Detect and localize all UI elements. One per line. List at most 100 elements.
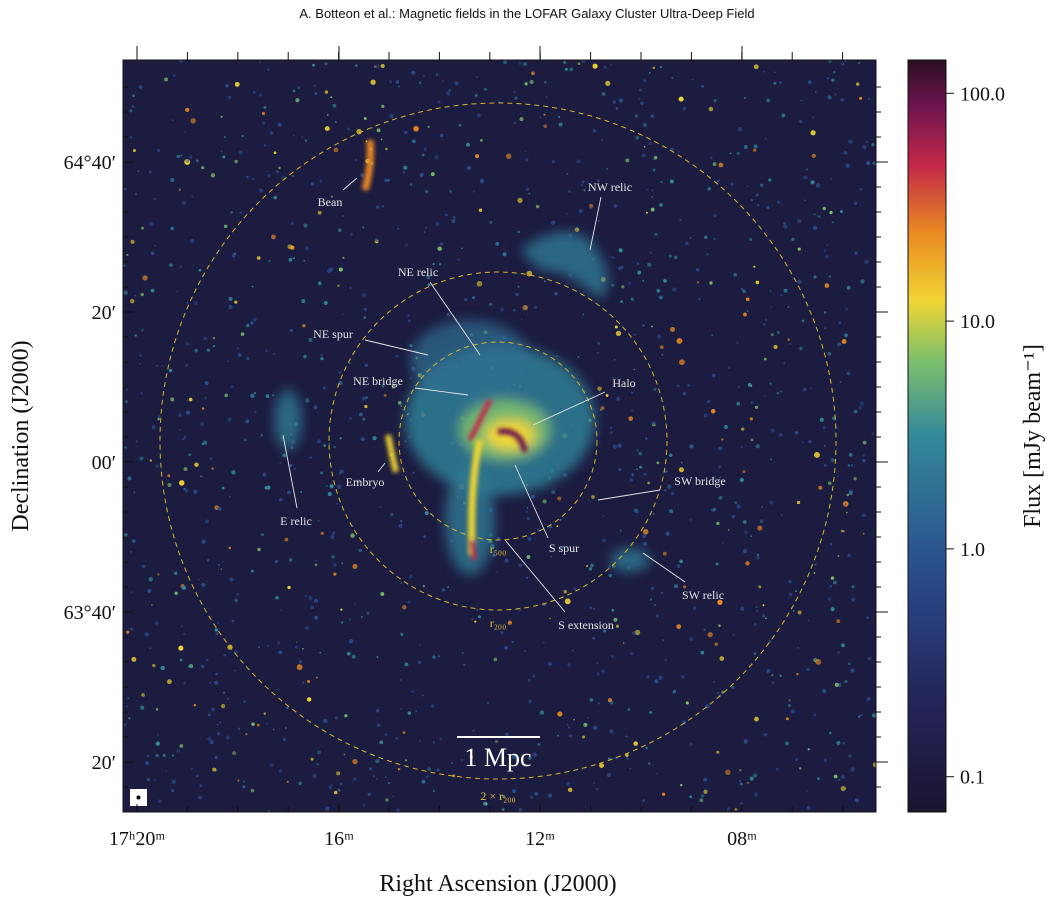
speckle: [403, 165, 408, 170]
speckle: [606, 167, 609, 170]
speckle: [638, 451, 643, 456]
speckle: [339, 437, 343, 440]
speckle: [271, 234, 276, 240]
speckle: [329, 484, 334, 489]
speckle: [527, 678, 531, 682]
speckle: [638, 97, 641, 100]
speckle: [222, 155, 226, 159]
speckle: [237, 727, 241, 731]
speckle: [807, 748, 810, 751]
speckle: [313, 405, 318, 410]
speckle: [266, 485, 271, 490]
speckle: [537, 742, 541, 747]
speckle: [654, 603, 657, 607]
speckle: [806, 667, 810, 672]
speckle: [797, 279, 802, 284]
speckle: [618, 266, 622, 271]
speckle: [261, 111, 266, 116]
speckle: [487, 701, 489, 704]
speckle: [220, 115, 223, 118]
speckle: [601, 92, 606, 96]
annotation: NE bridge: [353, 374, 403, 388]
speckle: [618, 248, 623, 253]
speckle: [349, 362, 351, 364]
speckle: [532, 752, 537, 757]
speckle: [220, 150, 223, 153]
speckle: [823, 249, 827, 252]
speckle: [166, 679, 172, 685]
speckle: [568, 190, 571, 193]
speckle: [689, 444, 694, 449]
speckle: [215, 632, 219, 636]
speckle: [150, 288, 155, 293]
speckle: [591, 495, 595, 499]
speckle: [689, 742, 693, 746]
speckle: [634, 509, 639, 514]
speckle: [679, 219, 682, 222]
speckle: [314, 563, 318, 567]
speckle: [457, 258, 460, 262]
speckle: [859, 96, 863, 100]
speckle: [555, 355, 558, 358]
speckle: [680, 461, 683, 464]
speckle: [331, 531, 336, 535]
speckle: [606, 772, 612, 778]
speckle: [753, 144, 758, 149]
speckle: [211, 467, 214, 470]
speckle: [323, 718, 328, 723]
speckle: [332, 103, 337, 108]
speckle: [756, 203, 760, 207]
speckle: [324, 126, 330, 132]
speckle: [383, 393, 387, 397]
speckle: [746, 781, 750, 784]
speckle: [712, 476, 717, 480]
speckle: [862, 458, 866, 463]
speckle: [209, 740, 214, 745]
speckle: [643, 145, 646, 148]
speckle: [207, 736, 212, 741]
speckle: [709, 156, 713, 160]
speckle: [185, 341, 190, 346]
speckle: [629, 767, 632, 770]
speckle: [803, 175, 808, 180]
speckle: [596, 672, 600, 676]
speckle: [856, 82, 860, 86]
speckle: [485, 802, 488, 806]
speckle: [471, 618, 474, 620]
speckle: [418, 644, 421, 647]
speckle: [379, 740, 384, 745]
speckle: [331, 555, 335, 559]
speckle: [713, 237, 716, 240]
speckle: [716, 521, 720, 526]
speckle: [862, 440, 867, 445]
speckle: [312, 774, 317, 779]
speckle: [718, 162, 724, 168]
speckle: [658, 295, 663, 300]
speckle: [544, 81, 547, 84]
speckle: [648, 71, 651, 74]
speckle: [279, 462, 282, 464]
speckle: [745, 561, 750, 566]
speckle: [346, 651, 351, 656]
speckle: [529, 795, 534, 799]
speckle: [221, 486, 225, 490]
speckle: [269, 763, 274, 767]
speckle: [185, 107, 190, 113]
speckle: [224, 393, 229, 398]
speckle: [250, 788, 255, 793]
speckle: [641, 153, 646, 158]
speckle: [402, 474, 404, 477]
speckle: [201, 475, 204, 478]
y-tick-label: 64°40′: [64, 152, 116, 174]
speckle: [771, 681, 775, 684]
speckle: [672, 689, 677, 694]
speckle: [600, 406, 605, 410]
speckle: [217, 621, 219, 624]
speckle: [314, 92, 318, 96]
speckle: [188, 397, 193, 402]
speckle: [189, 155, 193, 159]
speckle: [669, 509, 674, 514]
speckle: [397, 400, 402, 405]
speckle: [202, 440, 208, 445]
speckle: [526, 555, 531, 559]
